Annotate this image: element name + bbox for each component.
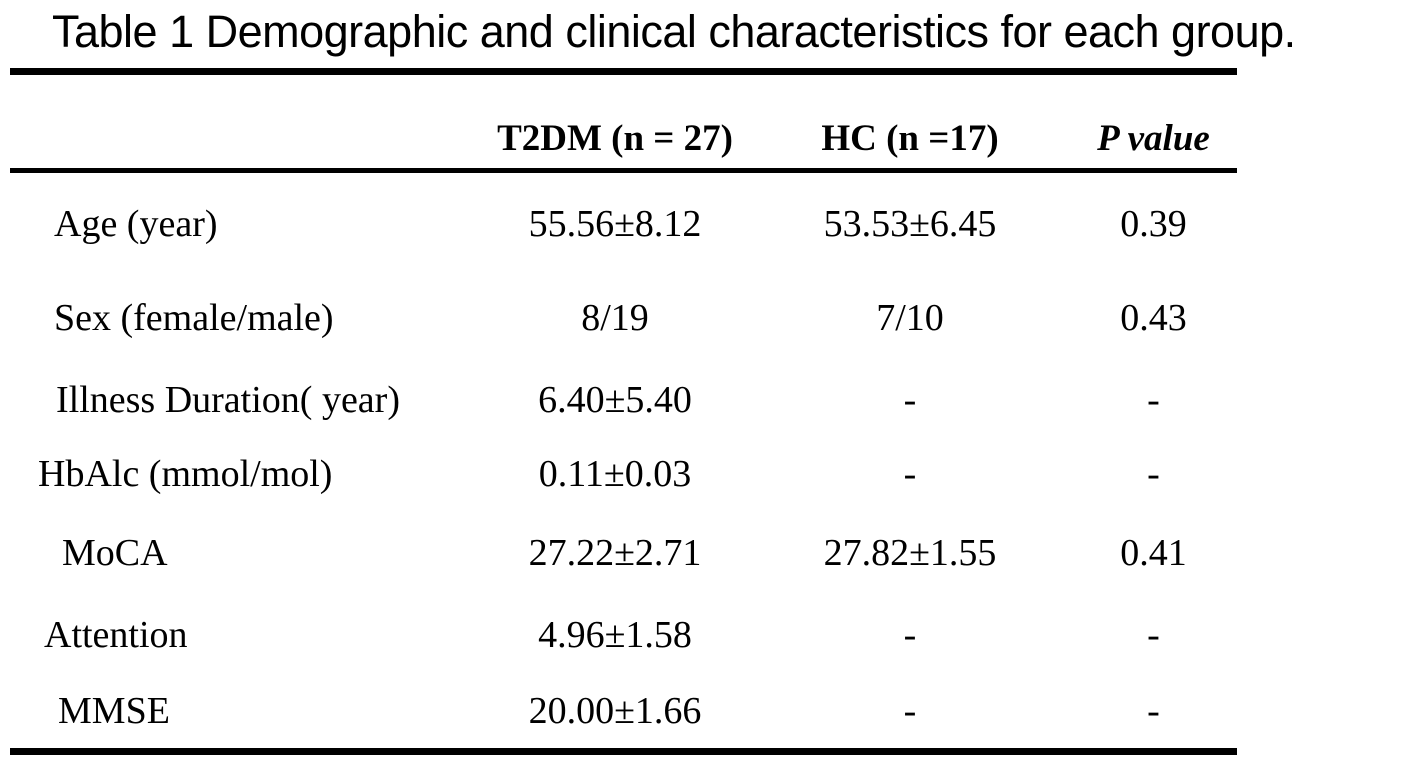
cell-mmse-hc: -: [903, 690, 917, 732]
cell-hbalc-t2dm: 0.11±0.03: [538, 453, 692, 495]
table-row: MMSE 20.00±1.66 - -: [10, 674, 1237, 752]
row-label-age: Age (year): [54, 202, 218, 245]
table-row: MoCA 27.22±2.71 27.82±1.55 0.41: [10, 510, 1237, 596]
cell-attention-p: -: [1147, 614, 1160, 656]
cell-moca-t2dm: 27.22±2.71: [528, 532, 702, 574]
row-label-hbalc: HbAlc (mmol/mol): [38, 453, 333, 495]
cell-mmse-p: -: [1147, 690, 1160, 732]
table-header-row: T2DM (n = 27) HC (n =17) P value: [10, 71, 1237, 173]
cell-sex-t2dm: 8/19: [581, 297, 649, 339]
cell-attention-t2dm: 4.96±1.58: [538, 614, 692, 656]
cell-sex-hc: 7/10: [876, 297, 944, 339]
header-spacer: [10, 71, 480, 173]
cell-mmse-t2dm: 20.00±1.66: [528, 690, 702, 732]
header-p-value: P value: [1070, 71, 1237, 173]
row-label-sex: Sex (female/male): [54, 297, 334, 339]
table-title: Table 1 Demographic and clinical charact…: [52, 6, 1296, 57]
cell-illness-t2dm: 6.40±5.40: [538, 379, 692, 421]
row-label-mmse: MMSE: [58, 690, 170, 732]
cell-hbalc-hc: -: [903, 453, 917, 495]
cell-moca-hc: 27.82±1.55: [823, 532, 997, 574]
header-hc: HC (n =17): [750, 71, 1070, 173]
row-label-illness-duration: Illness Duration( year): [56, 379, 400, 421]
cell-age-t2dm: 55.56±8.12: [528, 202, 702, 245]
row-label-moca: MoCA: [62, 532, 168, 574]
table-row: Illness Duration( year) 6.40±5.40 - -: [10, 362, 1237, 438]
cell-attention-hc: -: [903, 614, 917, 656]
row-label-attention: Attention: [44, 614, 188, 656]
demographics-table: T2DM (n = 27) HC (n =17) P value Age (ye…: [10, 68, 1237, 755]
header-t2dm: T2DM (n = 27): [480, 71, 750, 173]
table-row: Age (year) 55.56±8.12 53.53±6.45 0.39: [10, 171, 1237, 275]
table-row: Attention 4.96±1.58 - -: [10, 596, 1237, 674]
cell-moca-p: 0.41: [1120, 532, 1187, 574]
cell-sex-p: 0.43: [1120, 297, 1187, 339]
table-row: Sex (female/male) 8/19 7/10 0.43: [10, 274, 1237, 362]
cell-hbalc-p: -: [1147, 453, 1160, 495]
cell-illness-hc: -: [903, 379, 917, 421]
cell-age-p: 0.39: [1120, 202, 1187, 245]
table-row: HbAlc (mmol/mol) 0.11±0.03 - -: [10, 438, 1237, 510]
cell-age-hc: 53.53±6.45: [823, 202, 997, 245]
cell-illness-p: -: [1147, 379, 1160, 421]
